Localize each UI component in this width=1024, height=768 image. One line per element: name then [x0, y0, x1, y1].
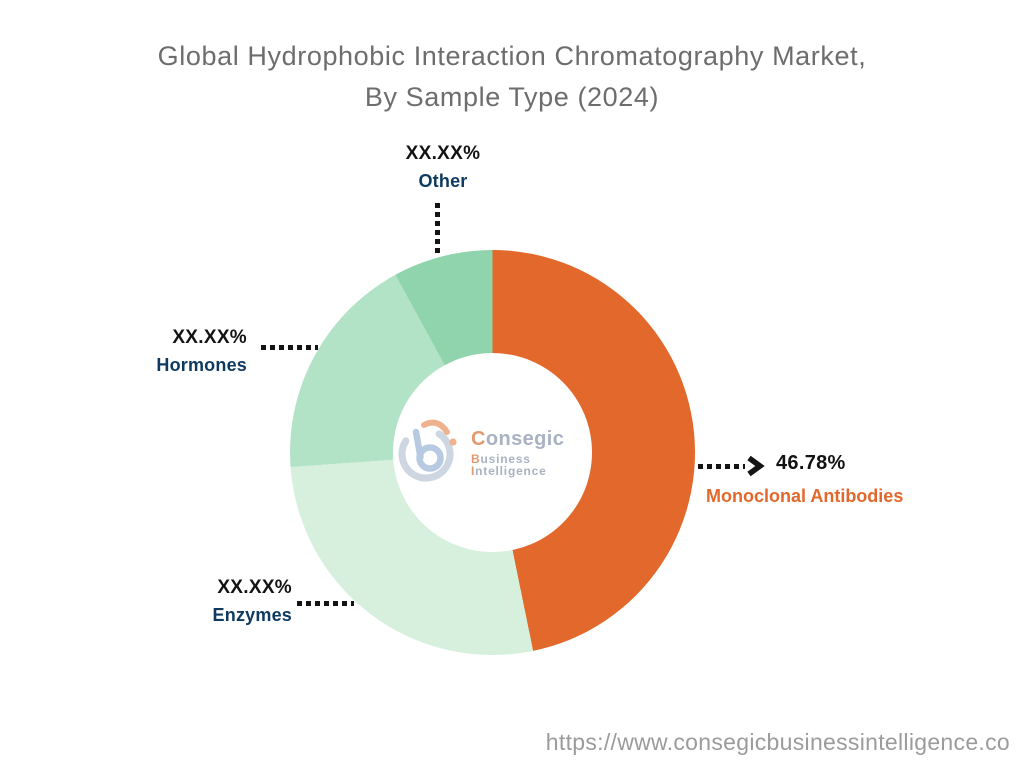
leader-line-enzymes [297, 601, 354, 606]
arrow-head-icon [745, 455, 765, 482]
label-enzymes-value: XX.XX% [217, 577, 292, 598]
label-monoclonal-value: 46.78% [776, 452, 846, 474]
label-enzymes: XX.XX% Enzymes [130, 578, 292, 624]
chart-title-line1: Global Hydrophobic Interaction Chromatog… [157, 41, 867, 71]
consegic-logo-icon [393, 413, 465, 492]
watermark-biz-initial: B [471, 451, 481, 466]
leader-line-hormones [261, 345, 318, 350]
label-hormones: XX.XX% Hormones [85, 328, 247, 374]
watermark-brand-initial: C [471, 427, 486, 450]
chart-title-line2: By Sample Type (2024) [364, 82, 660, 112]
label-enzymes-name: Enzymes [212, 605, 292, 625]
label-monoclonal-name: Monoclonal Antibodies [706, 486, 904, 506]
label-other: XX.XX% Other [363, 144, 523, 190]
donut-chart: Consegic Business Intelligence [290, 250, 695, 655]
watermark-intel-rest: ntelligence [475, 463, 547, 478]
label-hormones-name: Hormones [156, 355, 247, 375]
leader-line-other [435, 203, 440, 254]
watermark-brand-rest: onsegic [485, 427, 565, 450]
label-hormones-value: XX.XX% [172, 327, 247, 348]
watermark-subtitle: Business Intelligence [471, 453, 592, 477]
watermark-intel-initial: I [471, 463, 476, 478]
chart-title: Global Hydrophobic Interaction Chromatog… [0, 36, 1024, 118]
donut-hole: Consegic Business Intelligence [393, 353, 592, 552]
watermark-brand: Consegic [471, 429, 592, 449]
leader-line-monoclonal [698, 464, 745, 469]
label-other-name: Other [418, 171, 468, 191]
footer-url: https://www.consegicbusinessintelligence… [545, 729, 1010, 755]
watermark-logo: Consegic Business Intelligence [393, 413, 592, 492]
watermark-biz-rest: usiness [480, 451, 531, 466]
label-other-value: XX.XX% [405, 143, 481, 164]
watermark-text: Consegic Business Intelligence [471, 429, 592, 477]
